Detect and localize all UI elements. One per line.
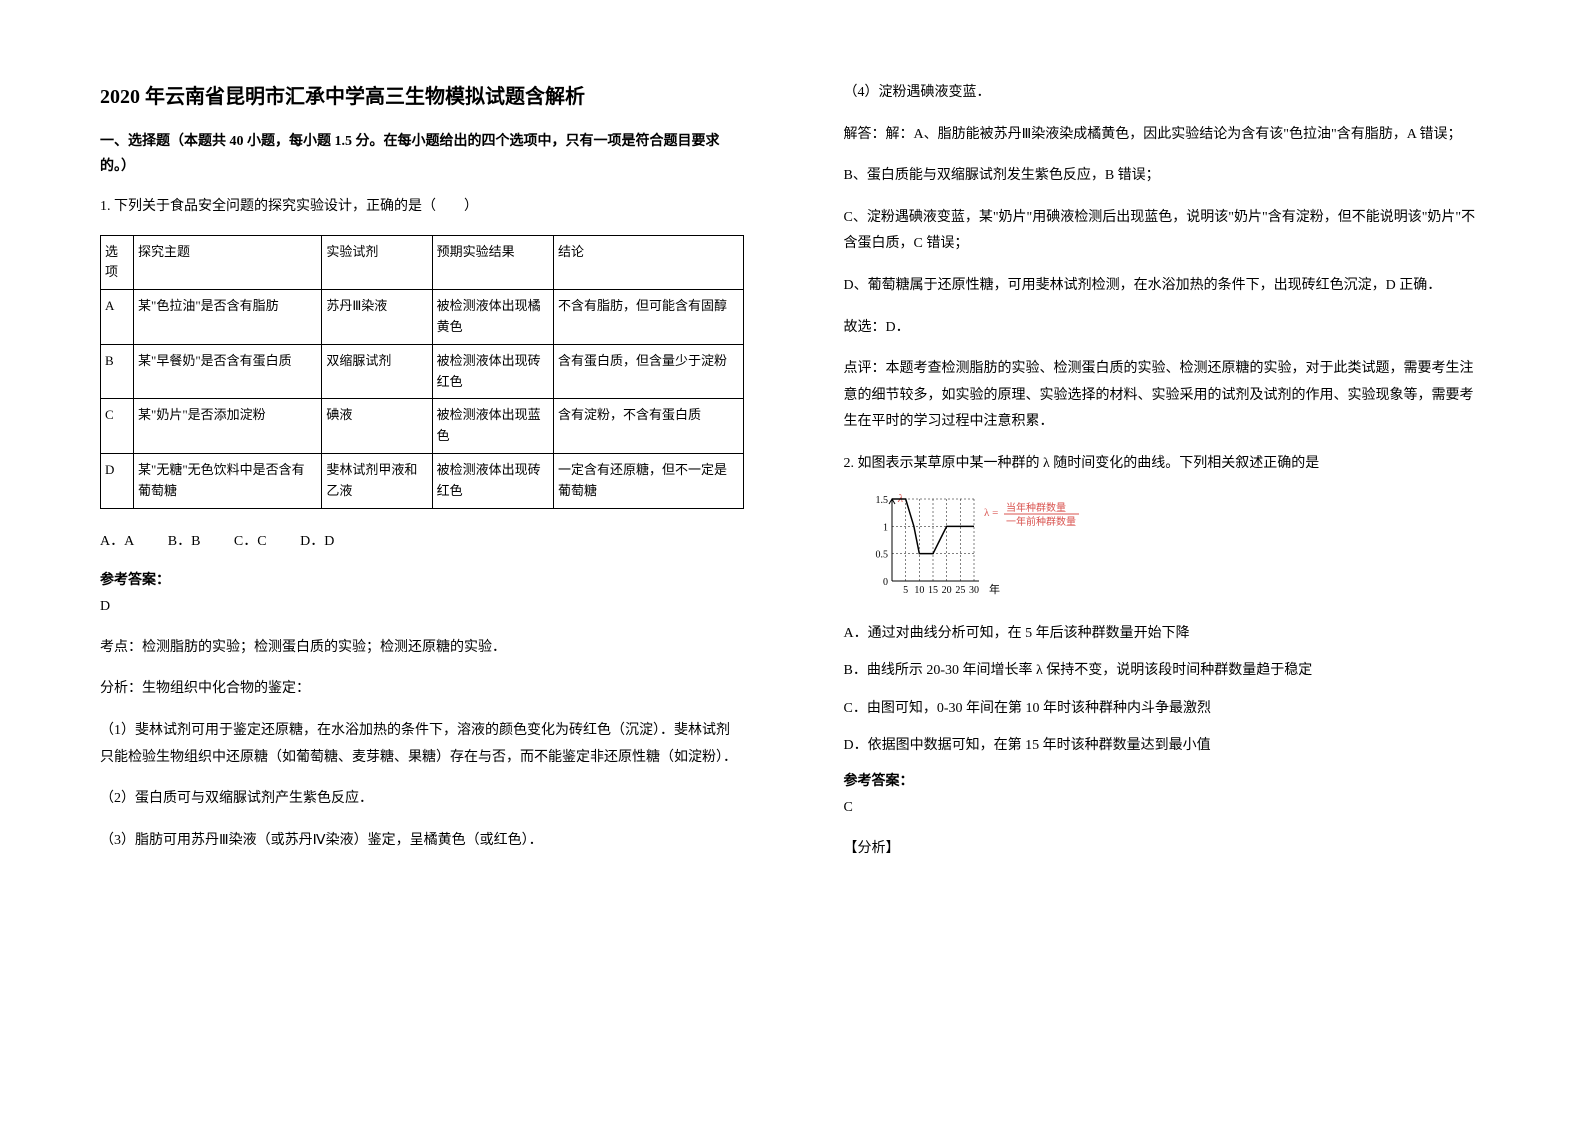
table-row: D 某"无糖"无色饮料中是否含有葡萄糖 斐林试剂甲液和乙液 被检测液体出现砖红色… [101, 453, 744, 508]
svg-text:当年种群数量: 当年种群数量 [1006, 501, 1066, 514]
explain-line: （1）斐林试剂可用于鉴定还原糖，在水浴加热的条件下，溶液的颜色变化为砖红色（沉淀… [100, 718, 744, 771]
svg-text:一年前种群数量: 一年前种群数量 [1006, 515, 1076, 528]
cell: 苏丹Ⅲ染液 [322, 290, 432, 345]
th-result: 预期实验结果 [432, 235, 553, 290]
svg-text:25: 25 [955, 585, 965, 596]
explain-line: 分析：生物组织中化合物的鉴定： [100, 676, 744, 703]
cell: 被检测液体出现砖红色 [432, 344, 553, 399]
q2-analysis: 【分析】 [844, 836, 1488, 863]
q2-option-b: B．曲线所示 20-30 年间增长率 λ 保持不变，说明该段时间种群数量趋于稳定 [844, 658, 1488, 683]
q2-option-a: A．通过对曲线分析可知，在 5 年后该种群数量开始下降 [844, 621, 1488, 646]
q2-chart: 0.5 1 1.5 0 5 10 1520 25 30 年 λ λ = 当年种群数量一年前种群数量 [864, 491, 1488, 601]
option-a: A．A [100, 534, 134, 549]
table-header-row: 选项 探究主题 实验试剂 预期实验结果 结论 [101, 235, 744, 290]
svg-text:1: 1 [883, 522, 888, 533]
cell: 某"早餐奶"是否含有蛋白质 [134, 344, 322, 399]
th-topic: 探究主题 [134, 235, 322, 290]
left-column: 2020 年云南省昆明市汇承中学高三生物模拟试题含解析 一、选择题（本题共 40… [0, 0, 794, 1122]
cell: 不含有脂肪，但可能含有固醇 [553, 290, 743, 345]
explain-line: 解答：解：A、脂肪能被苏丹Ⅲ染液染成橘黄色，因此实验结论为含有该"色拉油"含有脂… [844, 122, 1488, 149]
table-row: A 某"色拉油"是否含有脂肪 苏丹Ⅲ染液 被检测液体出现橘黄色 不含有脂肪，但可… [101, 290, 744, 345]
svg-text:λ: λ [897, 491, 903, 505]
explain-line: （2）蛋白质可与双缩脲试剂产生紫色反应． [100, 786, 744, 813]
explain-line: （4）淀粉遇碘液变蓝． [844, 80, 1488, 107]
cell: 某"奶片"是否添加淀粉 [134, 399, 322, 454]
answer-label: 参考答案： [844, 770, 1488, 790]
lambda-chart-svg: 0.5 1 1.5 0 5 10 1520 25 30 年 λ λ = 当年种群数量一年前种群数量 [864, 491, 1084, 601]
q1-stem: 1. 下列关于食品安全问题的探究实验设计，正确的是（ ） [100, 194, 744, 219]
svg-text:0.5: 0.5 [875, 550, 888, 561]
table-row: B 某"早餐奶"是否含有蛋白质 双缩脲试剂 被检测液体出现砖红色 含有蛋白质，但… [101, 344, 744, 399]
cell: 某"无糖"无色饮料中是否含有葡萄糖 [134, 453, 322, 508]
cell: 碘液 [322, 399, 432, 454]
cell: 含有蛋白质，但含量少于淀粉 [553, 344, 743, 399]
explain-line: 故选：D． [844, 315, 1488, 342]
cell: D [101, 453, 134, 508]
explain-line: D、葡萄糖属于还原性糖，可用斐林试剂检测，在水浴加热的条件下，出现砖红色沉淀，D… [844, 273, 1488, 300]
cell: 一定含有还原糖，但不一定是葡萄糖 [553, 453, 743, 508]
q2-stem: 2. 如图表示某草原中某一种群的 λ 随时间变化的曲线。下列相关叙述正确的是 [844, 451, 1488, 476]
q2-option-c: C．由图可知，0-30 年间在第 10 年时该种群种内斗争最激烈 [844, 696, 1488, 721]
table-row: C 某"奶片"是否添加淀粉 碘液 被检测液体出现蓝色 含有淀粉，不含有蛋白质 [101, 399, 744, 454]
svg-text:5: 5 [903, 585, 908, 596]
explain-line: （3）脂肪可用苏丹Ⅲ染液（或苏丹Ⅳ染液）鉴定，呈橘黄色（或红色）． [100, 828, 744, 855]
th-reagent: 实验试剂 [322, 235, 432, 290]
page-title: 2020 年云南省昆明市汇承中学高三生物模拟试题含解析 [100, 80, 744, 109]
explain-line: C、淀粉遇碘液变蓝，某"奶片"用碘液检测后出现蓝色，说明该"奶片"含有淀粉，但不… [844, 205, 1488, 258]
explain-line: B、蛋白质能与双缩脲试剂发生紫色反应，B 错误； [844, 163, 1488, 190]
cell: B [101, 344, 134, 399]
svg-text:15: 15 [928, 585, 938, 596]
option-c: C．C [234, 534, 267, 549]
svg-text:0: 0 [883, 577, 888, 588]
svg-text:年: 年 [989, 582, 1000, 596]
cell: 某"色拉油"是否含有脂肪 [134, 290, 322, 345]
cell: C [101, 399, 134, 454]
svg-text:1.5: 1.5 [875, 495, 888, 506]
q1-table: 选项 探究主题 实验试剂 预期实验结果 结论 A 某"色拉油"是否含有脂肪 苏丹… [100, 235, 744, 509]
q1-options: A．A B．B C．C D．D [100, 529, 744, 554]
cell: 被检测液体出现蓝色 [432, 399, 553, 454]
svg-text:20: 20 [941, 585, 951, 596]
svg-text:10: 10 [914, 585, 924, 596]
explain-line: 考点：检测脂肪的实验；检测蛋白质的实验；检测还原糖的实验． [100, 635, 744, 662]
th-option: 选项 [101, 235, 134, 290]
cell: A [101, 290, 134, 345]
cell: 被检测液体出现砖红色 [432, 453, 553, 508]
cell: 含有淀粉，不含有蛋白质 [553, 399, 743, 454]
right-column: （4）淀粉遇碘液变蓝． 解答：解：A、脂肪能被苏丹Ⅲ染液染成橘黄色，因此实验结论… [794, 0, 1587, 1122]
answer-label: 参考答案： [100, 569, 744, 589]
option-d: D．D [300, 534, 334, 549]
svg-text:30: 30 [969, 585, 979, 596]
cell: 被检测液体出现橘黄色 [432, 290, 553, 345]
q1-answer: D [100, 599, 744, 615]
option-b: B．B [168, 534, 201, 549]
section-heading: 一、选择题（本题共 40 小题，每小题 1.5 分。在每小题给出的四个选项中，只… [100, 129, 744, 179]
q2-option-d: D．依据图中数据可知，在第 15 年时该种群数量达到最小值 [844, 733, 1488, 758]
th-conclusion: 结论 [553, 235, 743, 290]
explain-line: 点评：本题考查检测脂肪的实验、检测蛋白质的实验、检测还原糖的实验，对于此类试题，… [844, 356, 1488, 436]
cell: 双缩脲试剂 [322, 344, 432, 399]
q2-answer: C [844, 800, 1488, 816]
cell: 斐林试剂甲液和乙液 [322, 453, 432, 508]
svg-text:λ =: λ = [984, 507, 998, 519]
